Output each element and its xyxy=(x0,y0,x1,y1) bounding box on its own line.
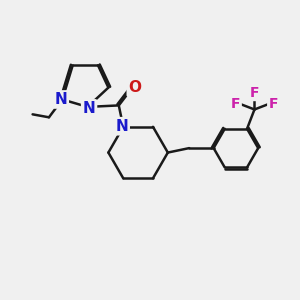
Text: N: N xyxy=(116,119,128,134)
Text: N: N xyxy=(55,92,67,107)
Text: N: N xyxy=(83,101,95,116)
Text: F: F xyxy=(269,97,278,110)
Text: F: F xyxy=(250,85,259,100)
Text: O: O xyxy=(128,80,141,95)
Text: F: F xyxy=(231,97,240,110)
